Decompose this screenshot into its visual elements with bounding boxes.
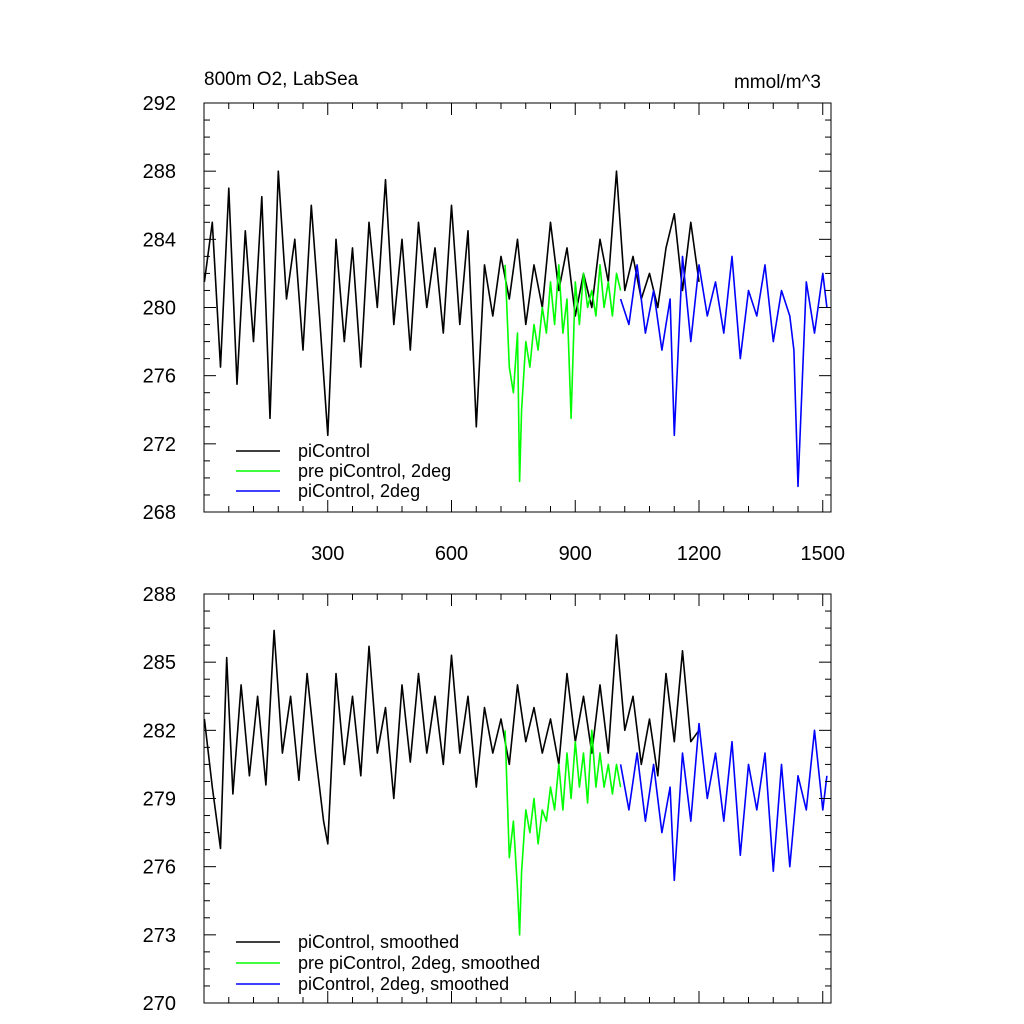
x-tick-label: 300 [311,543,344,565]
units-label: mmol/m^3 [734,72,821,93]
y-tick-label: 276 [143,857,176,879]
y-tick-label: 280 [143,298,176,320]
y-tick-label: 279 [143,789,176,811]
y-tick-label: 292 [143,93,176,115]
series-line-0-2 [619,255,828,488]
x-tick-label: 1200 [677,543,722,565]
series-line-1-1 [504,729,622,936]
y-tick-label: 272 [143,434,176,456]
series-line-0-0 [204,170,700,437]
bottom-panel: 270 273 276 279 282 285 288 piControl, smoothed… [143,584,832,1015]
x-tick-label: 1500 [801,543,846,565]
y-tick-label: 288 [143,161,176,183]
legend-label: piControl [298,441,370,461]
series-line-1-0 [204,629,700,850]
chart-title: 800m O2, LabSea [204,69,359,90]
legend-label: piControl, 2deg [298,481,420,501]
y-tick-label: 284 [143,229,176,251]
y-tick-label: 276 [143,366,176,388]
y-tick-label: 285 [143,652,176,674]
series-line-0-1 [504,264,622,483]
y-tick-label: 282 [143,720,176,742]
y-tick-label: 273 [143,925,176,947]
x-tick-label: 900 [559,543,592,565]
y-tick-label: 288 [143,584,176,606]
legend-label: piControl, 2deg, smoothed [298,974,509,994]
x-tick-label: 600 [435,543,468,565]
series-line-1-2 [619,722,828,882]
legend-label: pre piControl, 2deg [298,461,451,481]
y-tick-label: 268 [143,502,176,524]
legend-label: pre piControl, 2deg, smoothed [298,953,540,973]
y-tick-label: 270 [143,993,176,1015]
top-panel: 268 272 276 280 284 288 292 300 600 900 1200 1500 80… [143,69,845,565]
legend-label: piControl, smoothed [298,932,459,952]
